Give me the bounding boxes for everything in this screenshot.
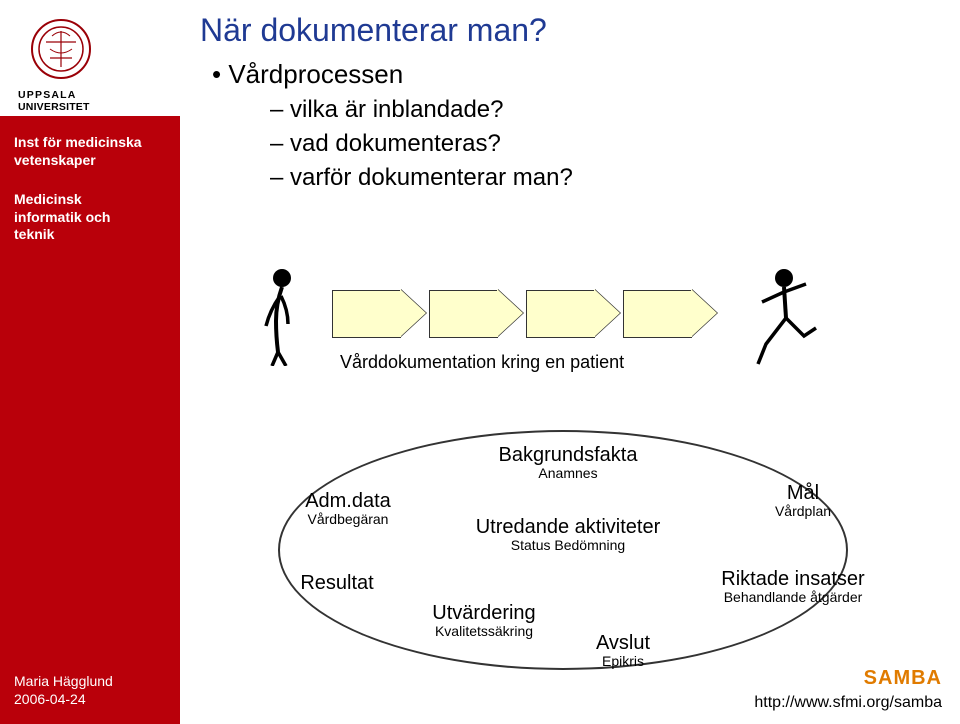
oval-big: Utvärdering [404,602,564,624]
process-row: Vårddokumentation kring en patient [254,278,874,398]
institute-line: vetenskaper [14,152,166,170]
oval-utredande: Utredande aktiviteter Status Bedömning [448,516,688,553]
author-block: Maria Hägglund 2006-04-24 [14,672,113,708]
slide-title: När dokumenterar man? [200,12,940,49]
process-step-chevron [526,290,621,336]
oval-avslut: Avslut Epikris [568,632,678,669]
oval-big: Riktade insatser [688,568,898,590]
dept-line: teknik [14,226,166,244]
oval-big: Avslut [568,632,678,654]
process-label: Vårddokumentation kring en patient [340,352,624,373]
oval-big: Adm.data [288,490,408,512]
svg-text:UPPSALA: UPPSALA [18,89,77,101]
bullet-lvl2: vilka är inblandade? [270,96,940,124]
bullet-lvl1: Vårdprocessen [212,59,940,90]
oval-riktade: Riktade insatser Behandlande åtgärder [688,568,898,605]
sidebar: UPPSALA UNIVERSITET Inst för medicinska … [0,0,180,724]
department-block: Medicinsk informatik och teknik [14,191,166,244]
oval-small: Vårdplan [748,504,858,519]
svg-text:UNIVERSITET: UNIVERSITET [18,101,90,112]
institute-block: Inst för medicinska vetenskaper [14,134,166,169]
dept-line: Medicinsk [14,191,166,209]
oval-small: Vårdbegäran [288,512,408,527]
main-content: När dokumenterar man? Vårdprocessen vilk… [200,12,940,192]
dept-line: informatik och [14,209,166,227]
institute-line: Inst för medicinska [14,134,166,152]
process-step-chevron [429,290,524,336]
oval-bakgrundsfakta: Bakgrundsfakta Anamnes [478,444,658,481]
process-step-chevron [623,290,718,336]
samba-logo-text: SAMBA [864,667,942,690]
uppsala-wordmark: UPPSALA UNIVERSITET [18,88,148,112]
oval-resultat: Resultat [282,572,392,594]
oval-small: Status Bedömning [448,538,688,553]
person-before-icon [254,266,314,366]
bullet-lvl2: vad dokumenteras? [270,130,940,158]
university-seal [30,18,92,80]
oval-small: Kvalitetssäkring [404,624,564,639]
oval-mal: Mål Vårdplan [748,482,858,519]
process-step-chevron [332,290,427,336]
journal-oval-section: Bakgrundsfakta Anamnes Adm.data Vårdbegä… [228,430,908,690]
oval-big: Bakgrundsfakta [478,444,658,466]
author-name: Maria Hägglund [14,672,113,690]
person-after-icon [744,266,824,366]
oval-big: Resultat [282,572,392,594]
oval-small: Behandlande åtgärder [688,590,898,605]
oval-big: Mål [748,482,858,504]
bullet-lvl2: varför dokumenterar man? [270,164,940,192]
oval-admdata: Adm.data Vårdbegäran [288,490,408,527]
red-sidebar-band: Inst för medicinska vetenskaper Medicins… [0,116,180,724]
oval-big: Utredande aktiviteter [448,516,688,538]
oval-small: Epikris [568,654,678,669]
samba-link[interactable]: http://www.sfmi.org/samba [754,694,942,712]
oval-small: Anamnes [478,466,658,481]
author-date: 2006-04-24 [14,690,113,708]
oval-utvardering: Utvärdering Kvalitetssäkring [404,602,564,639]
